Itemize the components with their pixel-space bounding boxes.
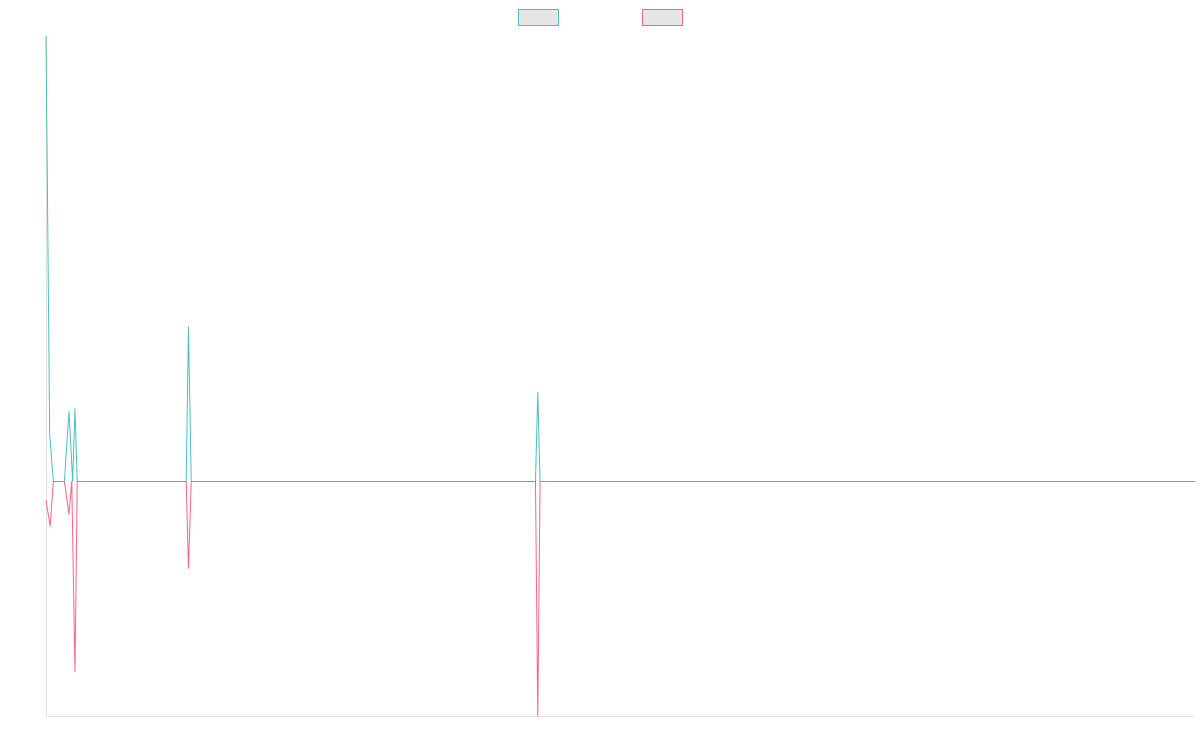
series-line-1: [45, 35, 1195, 483]
legend[interactable]: [518, 9, 683, 26]
axes: [46, 36, 1195, 717]
legend-swatch-2[interactable]: [642, 9, 683, 26]
legend-swatch-1[interactable]: [518, 9, 559, 26]
series-layer: [45, 35, 1195, 717]
series-line-2: [45, 481, 1195, 717]
